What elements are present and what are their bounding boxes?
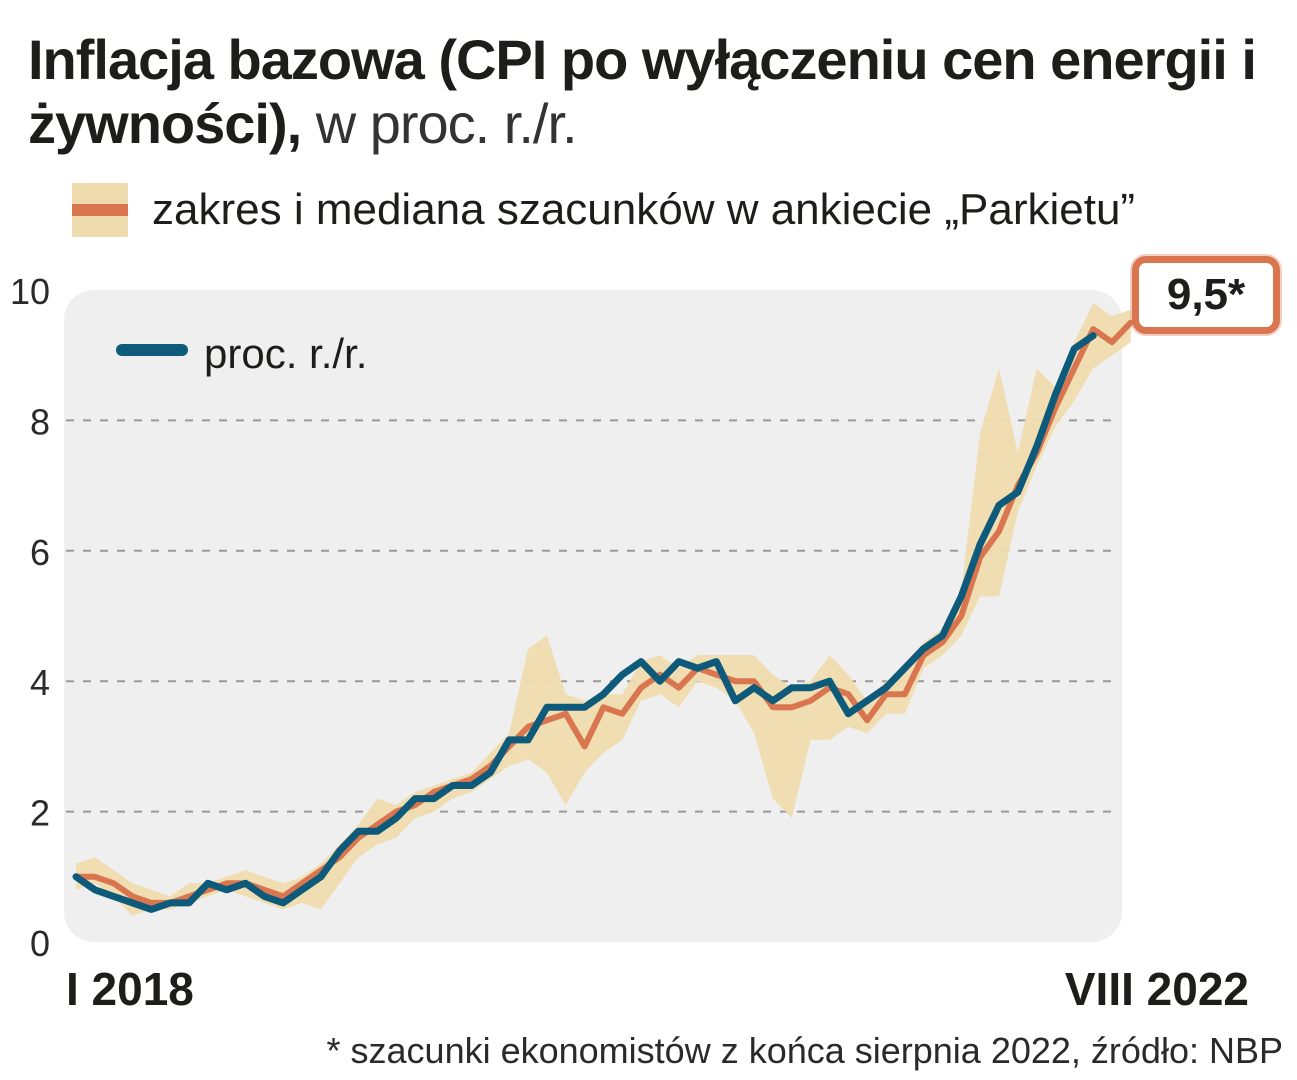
chart-title-unit: w proc. r./r. (301, 92, 578, 155)
range-swatch-icon (72, 183, 128, 237)
plot-panel (64, 290, 1122, 942)
x-axis-start-label: I 2018 (66, 963, 194, 1015)
chart-title: Inflacja bazowa (CPI po wyłączeniu cen e… (28, 28, 1268, 156)
latest-estimate-callout: 9,5* (1132, 256, 1280, 334)
chart-area: 0 2 4 6 8 10 proc. r./r. (10, 271, 1134, 964)
y-tick-label: 10 (10, 271, 50, 312)
latest-estimate-value: 9,5* (1166, 270, 1246, 319)
series-line-cpi-core (72, 332, 1097, 913)
y-tick-label: 2 (30, 793, 50, 834)
x-axis-end-label: VIII 2022 (1064, 963, 1249, 1015)
legend-line-label: proc. r./r. (204, 330, 367, 377)
legend-range-label: zakres i mediana szacunków w ankiecie „P… (152, 185, 1136, 234)
y-tick-label: 4 (30, 662, 50, 703)
legend-range: zakres i mediana szacunków w ankiecie „P… (72, 182, 1135, 238)
y-tick-label: 8 (30, 401, 50, 442)
footnote-source: * szacunki ekonomistów z końca sierpnia … (326, 1030, 1283, 1071)
y-tick-label: 0 (30, 923, 50, 964)
chart-title-main: Inflacja bazowa (CPI po wyłączeniu cen e… (28, 28, 1257, 155)
y-tick-label: 6 (30, 532, 50, 573)
